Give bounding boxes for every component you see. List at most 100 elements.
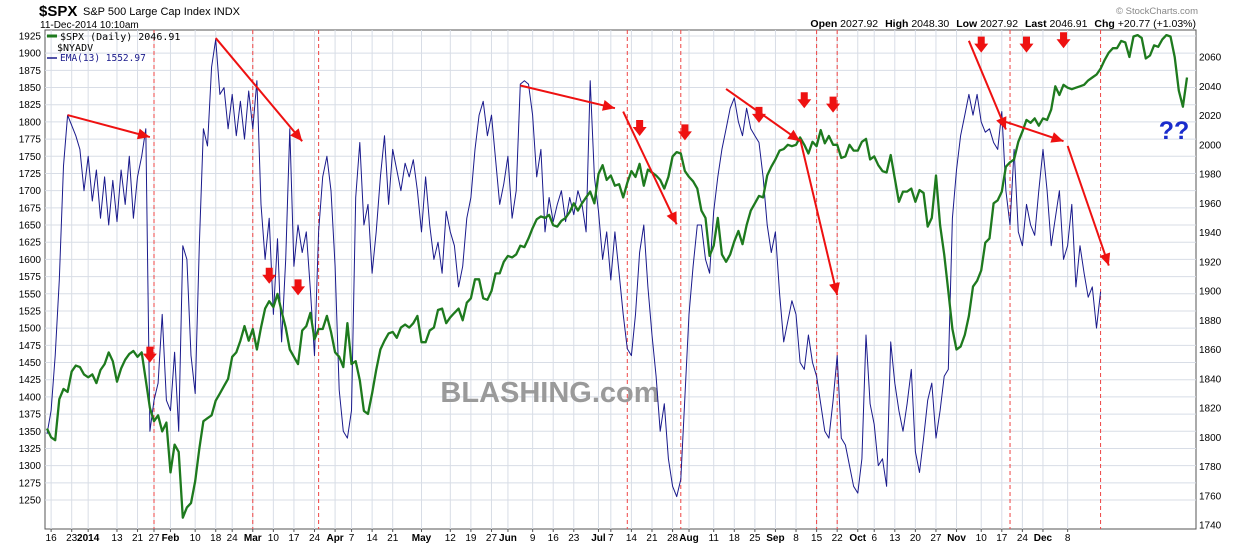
chg-label: Chg <box>1094 18 1114 30</box>
left-tick-label: 1725 <box>19 169 42 180</box>
left-tick-label: 1575 <box>19 272 42 283</box>
x-tick-label: 7 <box>608 533 614 544</box>
x-tick-label: 23 <box>66 533 78 544</box>
left-tick-label: 1425 <box>19 375 42 386</box>
left-tick-label: 1700 <box>19 186 42 197</box>
x-tick-label: 24 <box>1017 533 1029 544</box>
down-arrow-marker <box>974 36 989 53</box>
down-arrow-marker <box>291 279 306 296</box>
trend-arrow-head <box>666 211 677 225</box>
x-tick-label: 13 <box>889 533 901 544</box>
x-tick-label: 8 <box>1065 533 1071 544</box>
right-tick-label: 2020 <box>1199 111 1222 122</box>
x-tick-label: 11 <box>709 533 720 544</box>
left-tick-label: 1550 <box>19 289 42 300</box>
left-tick-label: 1475 <box>19 341 42 352</box>
trend-arrow-line <box>799 138 839 296</box>
right-tick-label: 1840 <box>1199 374 1222 385</box>
nyadv-line <box>46 38 1102 498</box>
left-tick-label: 1850 <box>19 83 42 94</box>
trend-arrow-line <box>622 111 678 225</box>
open-label: Open <box>810 18 837 30</box>
x-tick-label: Mar <box>244 533 262 544</box>
right-tick-label: 1900 <box>1199 287 1222 298</box>
left-tick-label: 1325 <box>19 444 42 455</box>
x-tick-label: 10 <box>976 533 988 544</box>
trend-arrow-head <box>996 116 1007 130</box>
x-tick-label: 6 <box>871 533 877 544</box>
high-label: High <box>885 18 908 30</box>
x-tick-label: 23 <box>568 533 580 544</box>
low-label: Low <box>956 18 978 30</box>
right-tick-label: 1980 <box>1199 170 1222 181</box>
right-tick-label: 2000 <box>1199 140 1222 151</box>
x-tick-label: 18 <box>210 533 222 544</box>
high-value: 2048.30 <box>911 18 949 30</box>
x-tick-label: 27 <box>930 533 942 544</box>
left-tick-label: 1775 <box>19 135 42 146</box>
trend-arrow-head <box>829 282 840 296</box>
x-tick-label: 21 <box>387 533 399 544</box>
last-value: 2046.91 <box>1050 18 1088 30</box>
left-tick-label: 1925 <box>19 32 42 43</box>
legend: $SPX (Daily) 2046.91 $NYADV EMA(13) 1552… <box>47 32 180 64</box>
symbol-name: S&P 500 Large Cap Index INDX <box>83 6 241 18</box>
spx-line <box>45 33 1189 519</box>
right-tick-label: 1740 <box>1199 521 1222 532</box>
x-tick-label: 17 <box>996 533 1008 544</box>
x-tick-label: Oct <box>849 533 866 544</box>
x-tick-label: 10 <box>268 533 280 544</box>
down-arrow-marker <box>826 96 841 113</box>
down-markers <box>142 32 1071 363</box>
trend-arrow-line <box>520 84 616 110</box>
x-axis: 16 23 2014 13 21 27 Feb 10 18 24 Mar 10 17 24 Apr 7 14 21… <box>46 529 1071 544</box>
index-name: S&P 500 Large Cap Index <box>83 6 211 18</box>
right-tick-label: 2040 <box>1199 82 1222 93</box>
x-tick-label: 7 <box>349 533 355 544</box>
x-tick-label: 17 <box>288 533 300 544</box>
symbol-title: $SPX <box>39 3 77 20</box>
right-tick-label: 1860 <box>1199 345 1222 356</box>
x-tick-label: 14 <box>626 533 638 544</box>
x-tick-label: 21 <box>132 533 144 544</box>
trend-arrow <box>1066 145 1111 266</box>
x-tick-label: Jun <box>499 533 517 544</box>
right-tick-label: 1920 <box>1199 257 1222 268</box>
trend-arrow <box>1005 120 1064 143</box>
right-tick-label: 1800 <box>1199 433 1222 444</box>
legend-spx: $SPX (Daily) 2046.91 <box>60 32 180 43</box>
x-tick-label: Sep <box>766 533 784 544</box>
x-tick-label: May <box>412 533 432 544</box>
x-tick-label: 2014 <box>77 533 100 544</box>
down-arrow-marker <box>677 124 692 141</box>
left-tick-label: 1400 <box>19 392 42 403</box>
left-tick-label: 1900 <box>19 49 42 60</box>
down-arrow-marker <box>751 106 766 123</box>
right-axis: 1740 1760 1780 1800 1820 1840 1860 1880 1900 1920… <box>1199 53 1222 532</box>
chg-value: +20.77 (+1.03%) <box>1118 18 1196 30</box>
trend-arrow <box>520 84 616 111</box>
left-axis: 1250 1275 1300 1325 1350 1375 1400 1425 1450 1475… <box>19 32 42 507</box>
chart-date: 11-Dec-2014 10:10am <box>40 20 139 31</box>
x-tick-label: 10 <box>190 533 202 544</box>
trend-arrow <box>214 37 303 142</box>
trend-arrow-head <box>1099 252 1111 266</box>
x-tick-label: 18 <box>729 533 741 544</box>
left-tick-label: 1250 <box>19 496 42 507</box>
ohlc-readout: Open 2027.92 High 2048.30 Low 2027.92 La… <box>810 18 1196 30</box>
trend-arrow-line <box>67 114 151 139</box>
plot-area <box>44 29 1197 530</box>
low-value: 2027.92 <box>980 18 1018 30</box>
x-tick-label: Dec <box>1034 533 1053 544</box>
trend-arrow-line <box>214 37 303 142</box>
x-tick-label: 16 <box>46 533 58 544</box>
down-arrow-marker <box>632 119 647 136</box>
x-tick-label: 27 <box>148 533 160 544</box>
trend-arrow-head <box>602 100 615 111</box>
x-tick-label: Feb <box>162 533 180 544</box>
x-tick-label: 8 <box>793 533 799 544</box>
x-tick-label: Aug <box>679 533 698 544</box>
x-tick-label: Apr <box>326 533 343 544</box>
right-tick-label: 1820 <box>1199 404 1222 415</box>
x-tick-label: 12 <box>445 533 457 544</box>
